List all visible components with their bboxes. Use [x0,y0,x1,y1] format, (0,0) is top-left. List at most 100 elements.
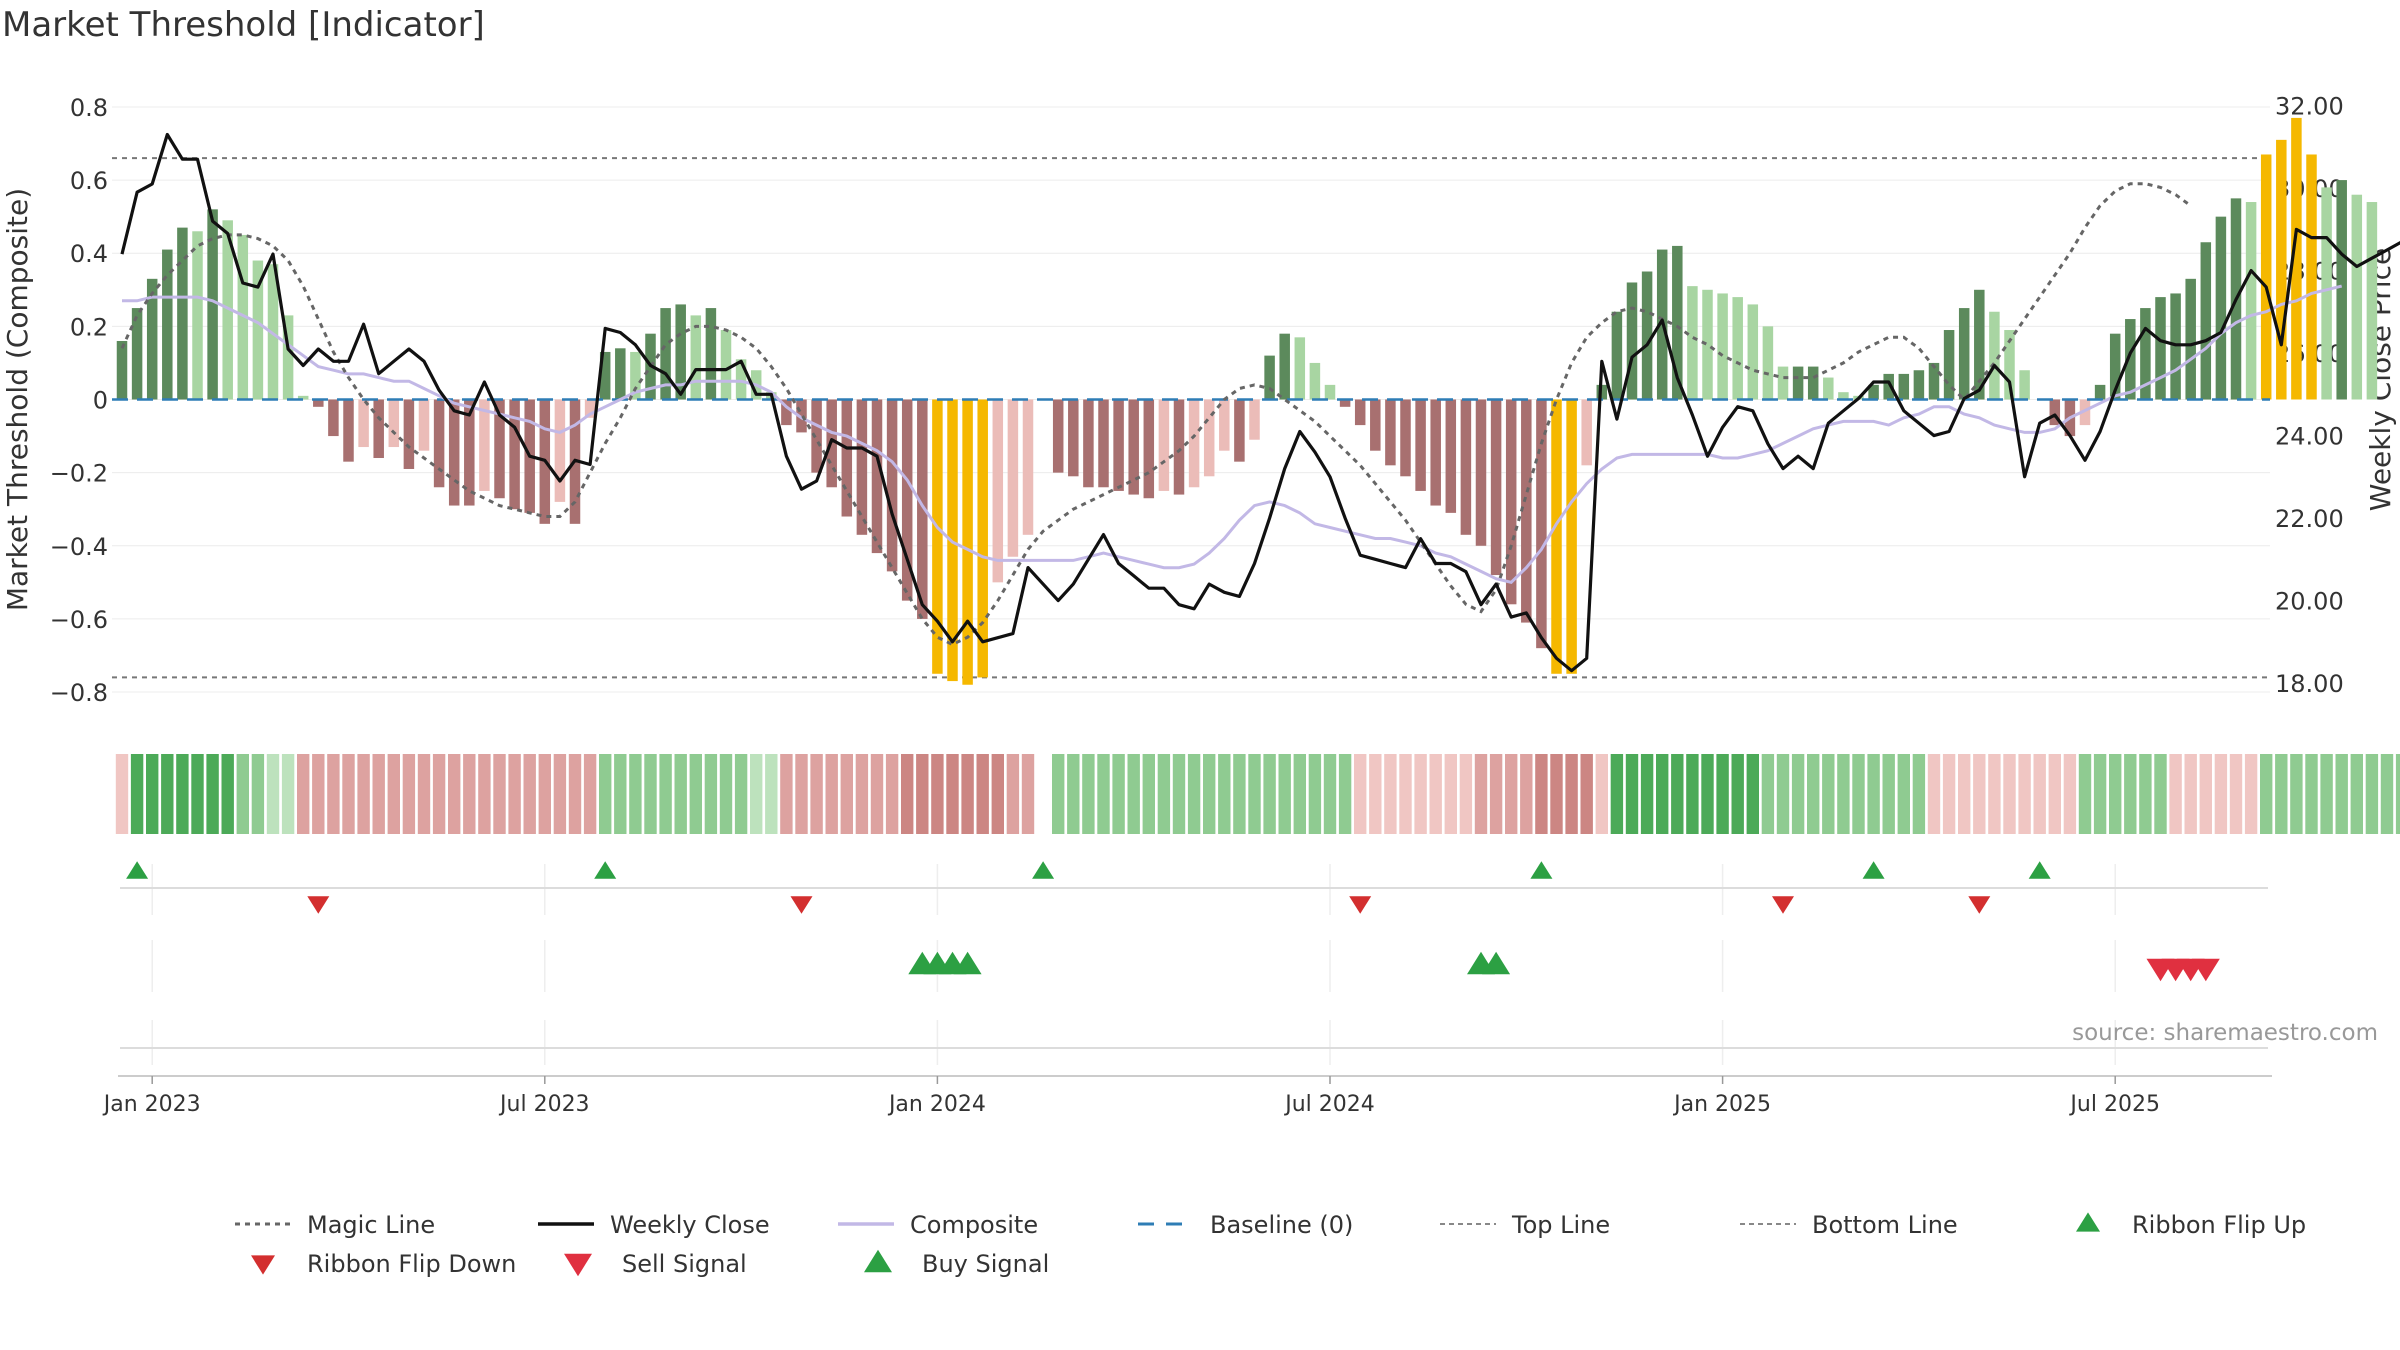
source-credit: source: sharemaestro.com [2072,1020,2378,1046]
ribbon-cell [1897,754,1910,834]
composite-bar [1913,370,1925,400]
ribbon-cell [1474,754,1488,834]
ribbon-cell [1414,754,1427,834]
legend-label: Buy Signal [922,1250,1049,1278]
composite-bar [479,399,490,491]
ribbon-cell [614,754,627,834]
composite-bar [1717,293,1728,400]
ribbon-cell [2169,754,2182,834]
composite-bar [131,308,143,400]
legend-label: Top Line [1511,1211,1610,1239]
ribbon-cell [1052,754,1065,834]
ribbon-cell [402,754,416,834]
composite-bar [1294,337,1306,400]
composite-bar [192,231,203,400]
x-tick-label: Jul 2023 [498,1092,590,1117]
ribbon-flip-down-marker [1968,896,1991,914]
ribbon-cell [1127,754,1140,834]
composite-bar [1098,399,1109,488]
ribbon-cell [1807,754,1820,834]
composite-bar [1430,399,1441,506]
composite-bar [2276,139,2287,400]
ribbon-cell [583,754,597,834]
x-tick-label: Jul 2025 [2068,1092,2160,1117]
ribbon-cell [1384,754,1397,834]
composite-bar [1838,392,1849,400]
ribbon-cell [1656,754,1669,834]
ribbon-flip-down-marker [790,896,813,914]
y-tick-label: 0.2 [70,313,108,341]
composite-bar [1641,271,1653,400]
y-tick-label: 0.4 [70,240,108,268]
ribbon-cell [931,754,944,834]
ribbon-flip-lane [120,861,2268,915]
ribbon-cell [2335,754,2348,834]
composite-bar [1309,362,1321,400]
composite-bar [1385,399,1396,466]
y-tick-label: −0.8 [50,679,108,707]
composite-bar [615,348,626,400]
composite-bar [1083,399,1094,488]
composite-bar [2260,154,2272,400]
ribbon-cell [1067,754,1080,834]
ribbon-cell [1369,754,1382,834]
ribbon-cell [191,754,204,834]
ribbon-cell [1444,754,1457,834]
ribbon-cell [1973,754,1986,834]
ribbon-flip-down-marker [1772,896,1794,914]
ribbon-cell [1776,754,1790,834]
composite-bar [781,399,792,426]
ribbon-cell [206,754,219,834]
ribbon-cell [1021,754,1035,834]
composite-bar [162,249,173,400]
ribbon-cell [1595,754,1608,834]
composite-bar [1264,355,1275,400]
ribbon-cell [1278,754,1291,834]
composite-bar [146,278,158,400]
ribbon-cell [372,754,385,834]
buy-signal-marker [1482,951,1511,975]
ribbon-cell [1640,754,1654,834]
ribbon-cell [1882,754,1895,834]
composite-bar [403,399,415,469]
ribbon-cell [448,754,461,834]
legend-item-bottom: Bottom Line [1740,1211,1958,1239]
composite-bar [2094,384,2106,400]
composite-bar [1007,399,1019,557]
composite-bar [841,399,853,517]
ribbon-cell [508,754,521,834]
composite-bar [1581,399,1592,466]
ribbon-cell [2078,754,2092,834]
ribbon-cell [1323,754,1337,834]
ribbon-cell [130,754,144,834]
ribbon-cell [1142,754,1155,834]
ribbon-cell [599,754,612,834]
legend-swatch [564,1253,592,1277]
composite-bar [1279,333,1290,400]
ribbon-cell [2124,754,2137,834]
ribbon-cell [644,754,657,834]
composite-bar [1158,399,1170,491]
composite-bar [373,399,384,459]
ribbon-cell [674,754,687,834]
ribbon-cell [115,754,129,834]
ribbon-cell [1157,754,1171,834]
ribbon-cell [2260,754,2273,834]
ribbon-cell [1429,754,1442,834]
composite-bar [992,399,1004,583]
ribbon-cell [1761,754,1775,834]
ribbon-cell [1082,754,1095,834]
ribbon-cell [1187,754,1201,834]
ribbon-cell [2275,754,2288,834]
ribbon-cell [568,754,582,834]
ribbon-cell [2320,754,2333,834]
y-tick-label: −0.2 [50,460,108,488]
ribbon-cell [2184,754,2197,834]
legend-label: Weekly Close [610,1211,770,1239]
composite-bar [2245,202,2257,400]
legend-swatch [251,1255,275,1275]
ribbon-cell [297,754,310,834]
composite-bar [1022,399,1034,535]
ribbon-cell [1927,754,1941,834]
